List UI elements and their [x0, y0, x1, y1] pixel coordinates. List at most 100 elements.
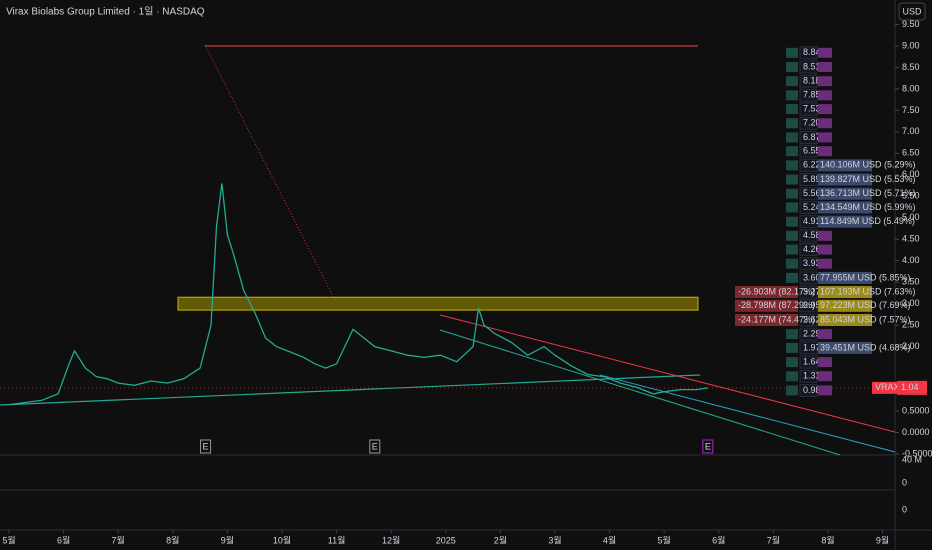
profile-sell-box [786, 160, 798, 171]
price-line [8, 183, 708, 406]
profile-sell-box [786, 272, 798, 283]
profile-level [799, 299, 818, 313]
profile-level [799, 355, 818, 369]
profile-level [799, 327, 818, 341]
profile-price: 7.20 [803, 118, 821, 128]
y-tick-label: 6.00 [902, 169, 920, 179]
profile-buy-box [818, 159, 872, 172]
y-tick-label: 9.00 [902, 40, 920, 50]
profile-buy-box [818, 215, 872, 228]
x-tick-label: 6월 [712, 534, 725, 545]
profile-sell-box [786, 61, 798, 72]
profile-sell-box [786, 47, 798, 58]
profile-buy-box [818, 187, 872, 200]
y-tick-label: 8.50 [902, 62, 920, 72]
profile-price: 2.29 [803, 329, 821, 339]
profile-level [799, 60, 818, 74]
profile-buy-box [818, 90, 832, 101]
y-tick-label: 2.50 [902, 320, 920, 330]
profile-price: 4.91 [803, 216, 821, 226]
profile-price: 6.22 [803, 160, 821, 170]
x-tick-label: 11월 [328, 534, 346, 545]
profile-sell-box [786, 329, 798, 340]
profile-buy-box [818, 357, 832, 368]
y-tick-label: 3.00 [902, 298, 920, 308]
profile-price: 1.31 [803, 371, 821, 381]
x-tick-label: 7월 [767, 534, 780, 545]
profile-buy-label: 107.193M USD (7.63%) [820, 286, 916, 296]
profile-buy-box [818, 132, 832, 143]
profile-level [799, 200, 818, 214]
profile-price: 4.58 [803, 230, 821, 240]
profile-price: 5.24 [803, 202, 821, 212]
profile-buy-box [818, 299, 872, 312]
profile-price: 5.56 [803, 188, 821, 198]
profile-buy-box [818, 313, 872, 326]
profile-price: 8.84 [803, 47, 821, 57]
x-tick-label: 8월 [166, 534, 179, 545]
x-tick-label: 2월 [494, 534, 507, 545]
profile-buy-box [818, 146, 832, 157]
profile-buy-label: 39.451M USD (4.68%) [820, 342, 911, 352]
x-tick-label: 9월 [876, 534, 889, 545]
x-tick-label: 2025 [436, 535, 456, 545]
profile-buy-box [818, 61, 832, 72]
profile-level [799, 158, 818, 172]
profile-buy-box [818, 47, 832, 58]
chart-title: Virax Biolabs Group Limited · 1일 · NASDA… [6, 6, 205, 18]
profile-sell-box [786, 188, 798, 199]
currency-button[interactable] [898, 2, 926, 21]
profile-buy-label: 140.106M USD (5.29%) [820, 160, 916, 170]
profile-price: 7.53 [803, 103, 821, 113]
earnings-marker [200, 439, 212, 454]
profile-level [799, 187, 818, 201]
profile-level [799, 215, 818, 229]
profile-buy-box [818, 76, 832, 87]
profile-buy-box [818, 201, 872, 214]
profile-level [799, 102, 818, 116]
y-tick-label: 3.50 [902, 277, 920, 287]
y-tick-label: 4.50 [902, 234, 920, 244]
profile-level [799, 173, 818, 187]
x-tick-label: 4월 [603, 534, 616, 545]
profile-price: 2.95 [803, 300, 821, 310]
profile-sell-box [735, 286, 798, 299]
zone [177, 296, 699, 311]
profile-level [799, 130, 818, 144]
profile-price: 6.87 [803, 132, 821, 142]
profile-buy-box [818, 271, 872, 284]
currency-label[interactable]: USD [902, 6, 922, 16]
profile-level [799, 144, 818, 158]
earnings-marker [369, 439, 381, 454]
profile-buy-box [818, 244, 832, 255]
profile-buy-label: 97.223M USD (7.69%) [820, 300, 911, 310]
trend-line [0, 374, 701, 406]
profile-price: 6.55 [803, 146, 821, 156]
profile-sell-box [786, 76, 798, 87]
profile-sell-box [786, 244, 798, 255]
profile-level [799, 313, 818, 327]
profile-buy-box [818, 329, 832, 340]
profile-sell-box [786, 216, 798, 227]
profile-level [799, 257, 818, 271]
x-tick-label: 7월 [112, 534, 125, 545]
profile-price: 8.51 [803, 61, 821, 71]
earnings-label: E [372, 441, 378, 451]
profile-sell-box [786, 342, 798, 353]
y-tick-label: 4.00 [902, 255, 920, 265]
x-tick-label: 5월 [2, 534, 15, 545]
profile-sell-label: -24.177M (74.47%) [738, 314, 815, 324]
profile-buy-box [818, 118, 832, 129]
y-tick-label: 5.50 [902, 191, 920, 201]
profile-buy-box [818, 385, 832, 396]
y-tick-label: 0.5000 [902, 405, 930, 415]
y-tick-label: 2.00 [902, 341, 920, 351]
profile-sell-box [786, 230, 798, 241]
profile-buy-label: 85.043M USD (7.57%) [820, 314, 911, 324]
profile-level [799, 341, 818, 355]
profile-price: 3.27 [803, 286, 821, 296]
y-tick-label: 7.50 [902, 105, 920, 115]
profile-buy-box [818, 258, 832, 269]
trend-line [439, 329, 841, 456]
